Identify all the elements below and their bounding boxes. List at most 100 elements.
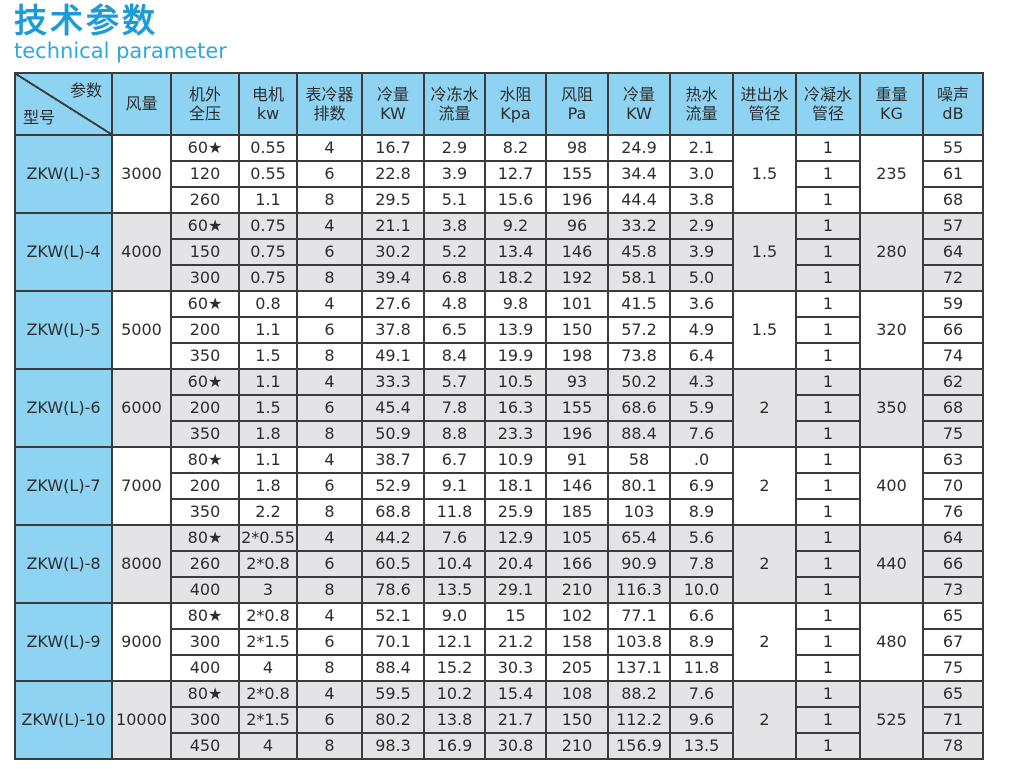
pressure-cell: 200 bbox=[170, 471, 240, 500]
hot-flow-cell: 8.9 bbox=[669, 627, 734, 656]
table-row: ZKW(L)-6 6000 60★ 1.1 4 33.3 5.7 10.5 93 50.2 4.3 2… bbox=[14, 367, 984, 448]
table-row: ZKW(L)-9 9000 80★ 2*0.8 4 52.1 9.0 15 102 77.1 6.6… bbox=[14, 601, 984, 682]
pressure-cell: 120 bbox=[170, 159, 240, 188]
water-resistance-cell: 15.4 bbox=[484, 679, 547, 708]
technical-parameter-table: 参数 型号 风量 机外 全压 电机 kw 表冷器 排数 冷量 KW 冷冻水 流量 水阻 Kpa 风阻 Pa 冷… bbox=[14, 71, 984, 760]
motor-kw-cell: 3 bbox=[238, 575, 298, 604]
air-volume-cell: 7000 bbox=[111, 445, 172, 526]
pressure-cell: 60★ bbox=[170, 211, 240, 240]
water-resistance-cell: 30.3 bbox=[484, 653, 547, 682]
hot-flow-cell: 7.6 bbox=[669, 679, 734, 708]
table-row: 200 1.1 6 37.8 6.5 13.9 150 57.2 4.9 1 66 bbox=[15, 315, 984, 344]
table-row: 450 4 8 98.3 16.9 30.8 210 156.9 13.5 1 78 bbox=[15, 731, 984, 760]
coil-rows-cell: 6 bbox=[296, 705, 363, 734]
page-subtitle: technical parameter bbox=[14, 38, 227, 63]
chilled-flow-cell: 8.8 bbox=[423, 419, 486, 448]
air-volume-cell: 6000 bbox=[111, 367, 172, 448]
coil-rows-cell: 8 bbox=[296, 341, 363, 370]
condensate-diameter-cell: 1 bbox=[795, 497, 861, 526]
pressure-cell: 350 bbox=[170, 497, 240, 526]
motor-kw-cell: 1.5 bbox=[238, 393, 298, 422]
condensate-diameter-cell: 1 bbox=[795, 341, 861, 370]
water-resistance-cell: 12.7 bbox=[484, 159, 547, 188]
water-resistance-cell: 9.2 bbox=[484, 211, 547, 240]
cooling-kw-cell: 70.1 bbox=[361, 627, 425, 656]
hot-flow-cell: 3.0 bbox=[669, 159, 734, 188]
model-cell: ZKW(L)-9 bbox=[14, 601, 113, 682]
hot-flow-cell: 13.5 bbox=[669, 731, 734, 760]
hot-flow-cell: 8.9 bbox=[669, 497, 734, 526]
cooling-kw-cell: 37.8 bbox=[361, 315, 425, 344]
pressure-cell: 400 bbox=[170, 575, 240, 604]
pressure-cell: 80★ bbox=[170, 601, 240, 630]
chilled-flow-cell: 13.5 bbox=[423, 575, 486, 604]
pressure-cell: 260 bbox=[170, 185, 240, 214]
model-cell: ZKW(L)-5 bbox=[14, 289, 113, 370]
cooling-kw-cell: 38.7 bbox=[361, 445, 425, 474]
noise-cell: 64 bbox=[922, 237, 984, 266]
column-header-chilled-water-flow: 冷冻水 流量 bbox=[423, 71, 486, 136]
condensate-diameter-cell: 1 bbox=[795, 575, 861, 604]
noise-cell: 66 bbox=[922, 549, 984, 578]
air-resistance-cell: 98 bbox=[545, 133, 609, 162]
heating-kw-cell: 88.4 bbox=[607, 419, 671, 448]
pipe-diameter-cell: 2 bbox=[732, 523, 797, 604]
condensate-diameter-cell: 1 bbox=[795, 133, 861, 162]
chilled-flow-cell: 10.4 bbox=[423, 549, 486, 578]
weight-cell: 480 bbox=[859, 601, 924, 682]
air-resistance-cell: 205 bbox=[545, 653, 609, 682]
heating-kw-cell: 112.2 bbox=[607, 705, 671, 734]
chilled-flow-cell: 6.8 bbox=[423, 263, 486, 292]
hot-flow-cell: 4.3 bbox=[669, 367, 734, 396]
motor-kw-cell: 0.75 bbox=[238, 237, 298, 266]
noise-cell: 65 bbox=[922, 601, 984, 630]
air-resistance-cell: 146 bbox=[545, 237, 609, 266]
condensate-diameter-cell: 1 bbox=[795, 549, 861, 578]
pressure-cell: 300 bbox=[170, 705, 240, 734]
condensate-diameter-cell: 1 bbox=[795, 159, 861, 188]
weight-cell: 320 bbox=[859, 289, 924, 370]
condensate-diameter-cell: 1 bbox=[795, 289, 861, 318]
coil-rows-cell: 6 bbox=[296, 159, 363, 188]
coil-rows-cell: 4 bbox=[296, 601, 363, 630]
table-row: 200 1.8 6 52.9 9.1 18.1 146 80.1 6.9 1 70 bbox=[15, 471, 984, 500]
air-resistance-cell: 158 bbox=[545, 627, 609, 656]
motor-kw-cell: 1.8 bbox=[238, 419, 298, 448]
hot-flow-cell: 6.6 bbox=[669, 601, 734, 630]
column-header-air-volume: 风量 bbox=[111, 71, 172, 136]
heating-kw-cell: 45.8 bbox=[607, 237, 671, 266]
pressure-cell: 200 bbox=[170, 315, 240, 344]
water-resistance-cell: 21.7 bbox=[484, 705, 547, 734]
heating-kw-cell: 34.4 bbox=[607, 159, 671, 188]
coil-rows-cell: 6 bbox=[296, 627, 363, 656]
chilled-flow-cell: 3.9 bbox=[423, 159, 486, 188]
hot-flow-cell: .0 bbox=[669, 445, 734, 474]
cooling-kw-cell: 33.3 bbox=[361, 367, 425, 396]
heating-kw-cell: 103 bbox=[607, 497, 671, 526]
table-row: ZKW(L)-7 7000 80★ 1.1 4 38.7 6.7 10.9 91 58.0 2 1 40… bbox=[14, 445, 984, 526]
air-resistance-cell: 210 bbox=[545, 575, 609, 604]
chilled-flow-cell: 7.6 bbox=[423, 523, 486, 552]
corner-label-model: 型号 bbox=[23, 107, 56, 127]
column-header-inout-pipe-dia: 进出水 管径 bbox=[732, 71, 797, 136]
model-cell: ZKW(L)-10 bbox=[14, 679, 113, 760]
noise-cell: 64 bbox=[922, 523, 984, 552]
weight-cell: 350 bbox=[859, 367, 924, 448]
pipe-diameter-cell: 1.5 bbox=[732, 211, 797, 292]
cooling-kw-cell: 88.4 bbox=[361, 653, 425, 682]
cooling-kw-cell: 59.5 bbox=[361, 679, 425, 708]
motor-kw-cell: 1.8 bbox=[238, 471, 298, 500]
cooling-kw-cell: 78.6 bbox=[361, 575, 425, 604]
column-header-air-resistance: 风阻 Pa bbox=[545, 71, 609, 136]
condensate-diameter-cell: 1 bbox=[795, 471, 861, 500]
chilled-flow-cell: 5.7 bbox=[423, 367, 486, 396]
chilled-flow-cell: 16.9 bbox=[423, 731, 486, 760]
condensate-diameter-cell: 1 bbox=[795, 445, 861, 474]
noise-cell: 59 bbox=[922, 289, 984, 318]
motor-kw-cell: 2*1.5 bbox=[238, 705, 298, 734]
motor-kw-cell: 1.5 bbox=[238, 341, 298, 370]
column-header-water-resistance: 水阻 Kpa bbox=[484, 71, 547, 136]
pressure-cell: 60★ bbox=[170, 289, 240, 318]
heating-kw-cell: 33.2 bbox=[607, 211, 671, 240]
